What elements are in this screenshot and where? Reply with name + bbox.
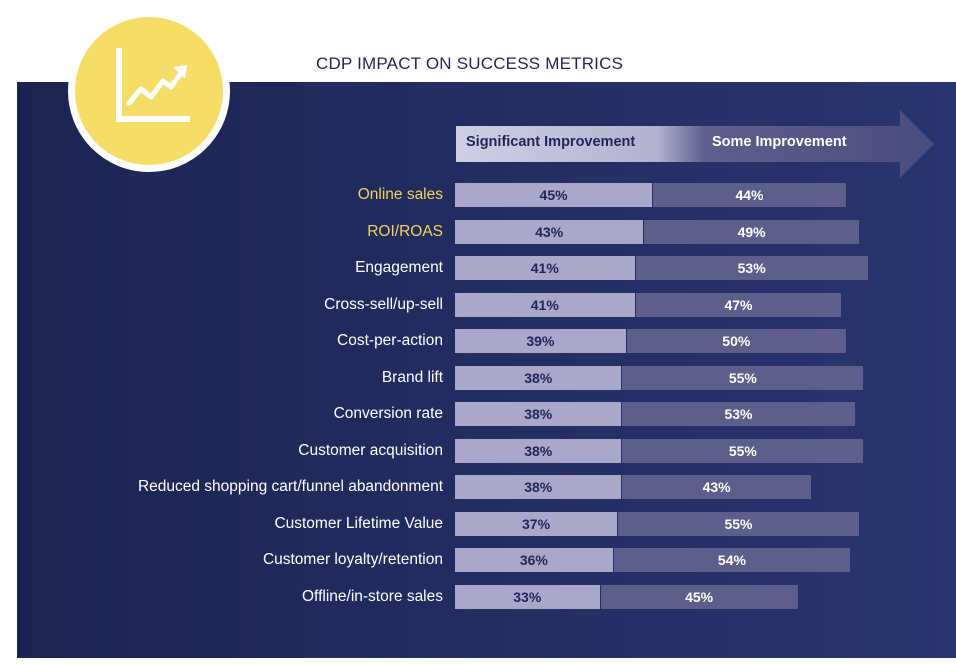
bar-significant: 38% xyxy=(455,402,622,426)
category-label: Reduced shopping cart/funnel abandonment xyxy=(137,478,443,495)
chart-badge xyxy=(68,10,230,172)
category-label: Customer loyalty/retention xyxy=(262,551,443,568)
bar-some: 55% xyxy=(622,365,864,390)
bar-significant: 33% xyxy=(455,584,600,609)
bar-significant: 43% xyxy=(455,219,644,244)
bar-significant: 38% xyxy=(455,438,622,463)
bar-significant: 41% xyxy=(455,256,635,280)
bar-significant: 37% xyxy=(455,511,618,536)
bar-some: 43% xyxy=(622,475,811,499)
legend-arrow xyxy=(456,110,934,178)
bar-some: 53% xyxy=(635,256,868,280)
category-label: Engagement xyxy=(355,259,443,276)
category-label: Offline/in-store sales xyxy=(302,587,443,605)
bar-some: 53% xyxy=(622,402,855,426)
bar-some: 49% xyxy=(644,219,859,244)
bar-some: 47% xyxy=(635,292,842,317)
bar-some: 55% xyxy=(622,438,864,463)
legend-some: Some Improvement xyxy=(712,134,847,150)
bar-significant: 45% xyxy=(455,183,653,207)
bar-significant: 38% xyxy=(455,475,622,499)
category-label: Online sales xyxy=(357,186,443,203)
bar-significant: 36% xyxy=(455,548,613,572)
bar-some: 54% xyxy=(613,548,851,572)
bar-significant: 38% xyxy=(455,365,622,390)
bar-some: 44% xyxy=(653,183,846,207)
category-label: Conversion rate xyxy=(333,405,443,422)
legend-significant: Significant Improvement xyxy=(466,134,636,150)
bar-some: 50% xyxy=(626,329,846,353)
category-label: Customer Lifetime Value xyxy=(274,514,443,532)
bar-some: 45% xyxy=(600,584,798,609)
category-label: Cost-per-action xyxy=(337,332,443,349)
line-chart-trend-icon xyxy=(116,48,190,122)
category-label: ROI/ROAS xyxy=(367,222,443,240)
bar-some: 55% xyxy=(618,511,859,536)
bar-significant: 39% xyxy=(455,329,626,353)
page-title: CDP IMPACT ON SUCCESS METRICS xyxy=(316,54,624,73)
category-label: Customer acquisition xyxy=(298,441,443,459)
category-label: Cross-sell/up-sell xyxy=(324,295,443,313)
category-label: Brand lift xyxy=(381,368,443,386)
bar-significant: 41% xyxy=(455,292,635,317)
